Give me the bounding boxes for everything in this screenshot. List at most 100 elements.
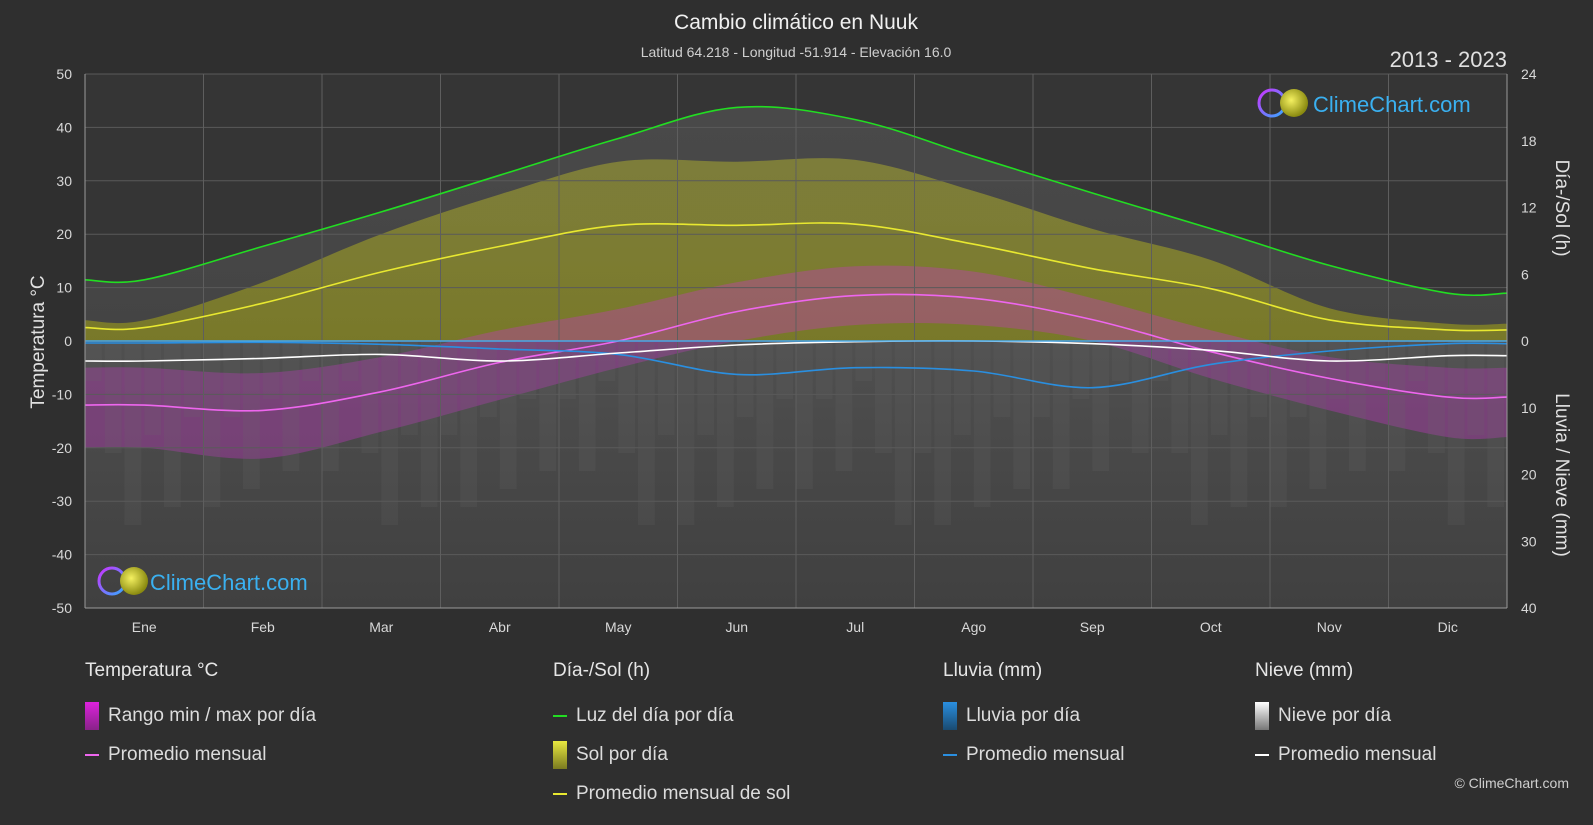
right-bottom-tick-label: 40 bbox=[1521, 600, 1537, 616]
precip-texture-bar bbox=[1131, 341, 1149, 453]
left-tick-label: 50 bbox=[56, 66, 72, 82]
brand-name-bottom: ClimeChart.com bbox=[150, 570, 308, 595]
legend-item-snow-avg: Promedio mensual bbox=[1255, 735, 1436, 774]
precip-texture-bar bbox=[1092, 341, 1110, 471]
precip-texture-bar bbox=[223, 341, 241, 417]
right-axis-top-label: Día-/Sol (h) bbox=[1551, 159, 1572, 256]
daylight-swatch bbox=[553, 714, 567, 717]
precip-texture-bar bbox=[1368, 341, 1386, 381]
precip-texture-bar bbox=[1013, 341, 1031, 489]
precip-texture-bar bbox=[618, 341, 636, 453]
left-tick-label: 10 bbox=[56, 280, 72, 296]
precip-texture-bar bbox=[638, 341, 655, 525]
month-label: Nov bbox=[1317, 619, 1342, 635]
legend-item-sun: Sol por día bbox=[553, 735, 790, 774]
legend-label-snow: Nieve por día bbox=[1278, 704, 1392, 726]
precip-texture-bar bbox=[1033, 341, 1050, 417]
precip-texture-bar bbox=[1250, 341, 1268, 417]
right-top-tick-label: 18 bbox=[1521, 133, 1537, 149]
precip-texture-bar bbox=[1329, 341, 1347, 399]
precip-texture-bar bbox=[1428, 341, 1445, 453]
precip-texture-bar bbox=[1408, 341, 1426, 381]
month-label: May bbox=[605, 619, 631, 635]
legend-item-temp-range: Rango min / max por día bbox=[85, 696, 316, 735]
precip-texture-bar bbox=[144, 341, 162, 435]
precip-texture-bar bbox=[677, 341, 695, 525]
precip-texture-bar bbox=[1467, 341, 1485, 435]
temp-range-swatch bbox=[85, 701, 99, 730]
month-label: Abr bbox=[489, 619, 511, 635]
precip-texture-bar bbox=[973, 341, 991, 507]
precip-texture-bar bbox=[657, 341, 675, 435]
precip-texture-bar bbox=[401, 341, 418, 435]
left-tick-label: -20 bbox=[52, 440, 72, 456]
legend-label-temp-avg: Promedio mensual bbox=[108, 743, 267, 765]
legend-label-sun-avg: Promedio mensual de sol bbox=[576, 782, 791, 804]
month-label: Oct bbox=[1200, 619, 1222, 635]
precip-texture-bar bbox=[1052, 341, 1070, 489]
precip-texture-bar bbox=[539, 341, 557, 471]
legend-label-rain: Lluvia por día bbox=[966, 704, 1081, 726]
right-bottom-tick-label: 10 bbox=[1521, 400, 1537, 416]
precip-texture-bar bbox=[1388, 341, 1406, 471]
precip-texture-bar bbox=[559, 341, 576, 399]
precip-texture-bar bbox=[1349, 341, 1366, 471]
precip-texture-bar bbox=[1072, 341, 1090, 399]
precip-texture-bar bbox=[420, 341, 438, 507]
period-label: 2013 - 2023 bbox=[1390, 47, 1507, 72]
rain-avg-swatch bbox=[943, 753, 957, 756]
precip-texture-bar bbox=[440, 341, 458, 435]
precip-texture-bar bbox=[1309, 341, 1327, 489]
right-axis-bottom-label: Lluvia / Nieve (mm) bbox=[1551, 393, 1572, 557]
month-label: Mar bbox=[369, 619, 393, 635]
legend-title-rain: Lluvia (mm) bbox=[943, 660, 1043, 681]
legend-item-snow: Nieve por día bbox=[1255, 696, 1436, 735]
month-label: Sep bbox=[1080, 619, 1105, 635]
legend-title-daylight: Día-/Sol (h) bbox=[553, 660, 651, 681]
precip-texture-bar bbox=[914, 341, 932, 453]
sun-avg-swatch bbox=[553, 792, 567, 795]
chart-title: Cambio climático en Nuuk bbox=[674, 11, 918, 34]
left-tick-label: 30 bbox=[56, 173, 72, 189]
legend-label-sun: Sol por día bbox=[576, 743, 668, 765]
legend-item-sun-avg: Promedio mensual de sol bbox=[553, 774, 790, 813]
month-label: Ago bbox=[961, 619, 986, 635]
snow-avg-line bbox=[84, 340, 1508, 363]
legend-label-rain-avg: Promedio mensual bbox=[966, 743, 1125, 765]
precip-texture-bar bbox=[243, 341, 260, 489]
legend-item-rain-avg: Promedio mensual bbox=[943, 735, 1124, 774]
precip-texture-bar bbox=[381, 341, 399, 525]
right-top-tick-label: 12 bbox=[1521, 200, 1537, 216]
precip-texture-bar bbox=[1171, 341, 1189, 453]
temperature-avg-line bbox=[84, 293, 1508, 412]
precip-texture-bar bbox=[1487, 341, 1505, 507]
precip-texture-bar bbox=[954, 341, 971, 435]
left-tick-label: 40 bbox=[56, 119, 72, 135]
legend-label-temp-range: Rango min / max por día bbox=[108, 704, 317, 726]
legend-title-temperature: Temperatura °C bbox=[85, 660, 219, 681]
rain-swatch bbox=[943, 701, 957, 730]
right-top-tick-label: 6 bbox=[1521, 266, 1529, 282]
precip-texture-bar bbox=[855, 341, 873, 381]
precip-texture-bar bbox=[262, 341, 280, 399]
precip-texture-bar bbox=[934, 341, 952, 525]
precip-texture-bar bbox=[1447, 341, 1465, 525]
precip-texture-bar bbox=[697, 341, 715, 435]
precip-texture-bar bbox=[460, 341, 478, 507]
month-label: Ene bbox=[132, 619, 157, 635]
precip-texture-bar bbox=[480, 341, 497, 417]
precip-texture-bar bbox=[835, 341, 853, 471]
month-label: Jul bbox=[846, 619, 864, 635]
legend-label-snow-avg: Promedio mensual bbox=[1278, 743, 1437, 765]
copyright: © ClimeChart.com bbox=[1454, 775, 1569, 791]
daylight-line bbox=[84, 105, 1508, 297]
brand-logo-bottom[interactable]: ClimeChart.com bbox=[97, 566, 308, 596]
month-label: Dic bbox=[1438, 619, 1458, 635]
legend-temperature: Temperatura °C Rango min / max por día P… bbox=[85, 660, 316, 774]
axes: 50 40 30 20 10 0 -10 -20 -30 -40 -50 24 18 12 6 0 10 20 30… bbox=[52, 66, 1537, 635]
precip-texture-bar bbox=[1112, 341, 1129, 381]
brand-logo-top[interactable]: ClimeChart.com bbox=[1257, 88, 1471, 118]
grid-lines bbox=[84, 73, 1508, 609]
legend-rain: Lluvia (mm) Lluvia por día Promedio mens… bbox=[943, 660, 1124, 774]
